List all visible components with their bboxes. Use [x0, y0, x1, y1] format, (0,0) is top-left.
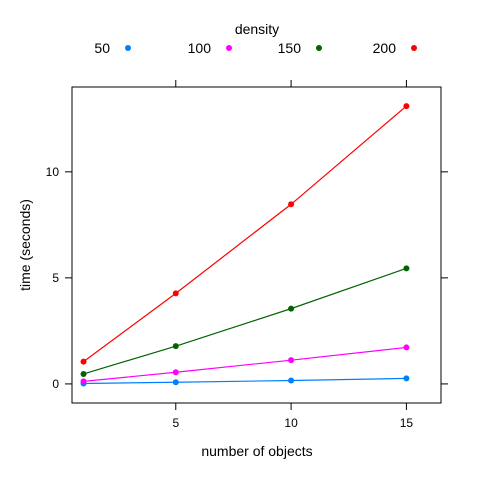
legend-marker-200	[411, 45, 417, 51]
legend-label: 100	[188, 40, 212, 56]
legend-label: 50	[94, 40, 110, 56]
data-point-150-5	[172, 343, 179, 350]
x-tick-label: 10	[284, 416, 298, 430]
legend-title: density	[235, 21, 279, 37]
data-point-200-1	[80, 358, 87, 365]
data-point-50-5	[172, 379, 179, 386]
data-point-50-15	[403, 375, 410, 382]
series-line-200	[83, 105, 407, 363]
y-axis-label: time (seconds)	[17, 199, 33, 291]
data-point-200-15	[403, 103, 410, 110]
series-line-100	[83, 346, 407, 382]
y-tick-label: 5	[52, 271, 59, 285]
data-point-200-5	[172, 290, 179, 297]
series-line-150	[83, 267, 407, 375]
series-line-50	[83, 377, 407, 385]
axes: 5 10 15 0 5 10	[46, 80, 448, 430]
x-tick-label: 5	[172, 416, 179, 430]
data-point-100-10	[288, 357, 295, 364]
legend-marker-100	[226, 45, 232, 51]
x-axis-label: number of objects	[201, 443, 312, 459]
x-tick-label: 15	[400, 416, 414, 430]
legend-label: 150	[278, 40, 302, 56]
data-point-200-10	[288, 201, 295, 208]
legend-marker-50	[125, 45, 131, 51]
data-point-100-5	[172, 369, 179, 376]
legend-marker-150	[316, 45, 322, 51]
series-group	[80, 103, 410, 387]
y-tick-label: 10	[46, 165, 60, 179]
data-point-150-1	[80, 370, 87, 377]
data-point-100-15	[403, 344, 410, 351]
data-point-100-1	[80, 378, 87, 385]
legend-label: 200	[373, 40, 397, 56]
data-point-150-15	[403, 265, 410, 272]
data-point-50-10	[288, 377, 295, 384]
data-point-150-10	[288, 305, 295, 312]
y-tick-label: 0	[52, 377, 59, 391]
plot-frame	[71, 86, 442, 404]
legend: 50 100 150 200	[94, 40, 417, 56]
